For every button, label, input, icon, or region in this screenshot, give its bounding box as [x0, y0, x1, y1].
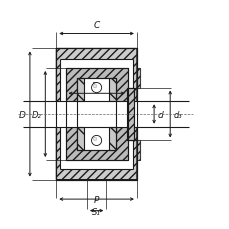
- Text: D₂: D₂: [31, 110, 41, 119]
- Bar: [136, 141, 140, 160]
- Bar: [65, 69, 127, 160]
- Text: B₁: B₁: [92, 81, 101, 90]
- Bar: [60, 60, 132, 169]
- Bar: [77, 79, 116, 150]
- Circle shape: [91, 136, 101, 146]
- Bar: [136, 69, 140, 88]
- Bar: [18, 102, 192, 127]
- Circle shape: [93, 138, 96, 141]
- Bar: [109, 79, 116, 150]
- Circle shape: [91, 83, 101, 93]
- FancyBboxPatch shape: [56, 49, 136, 180]
- Text: d₃: d₃: [173, 110, 182, 119]
- Bar: [77, 79, 84, 150]
- Circle shape: [93, 85, 96, 88]
- Text: S₁: S₁: [92, 207, 101, 216]
- Text: P: P: [93, 196, 99, 204]
- Text: d: d: [157, 110, 163, 119]
- Text: C: C: [93, 21, 99, 30]
- Bar: [56, 49, 136, 180]
- Text: D: D: [18, 110, 25, 119]
- Bar: [127, 88, 133, 141]
